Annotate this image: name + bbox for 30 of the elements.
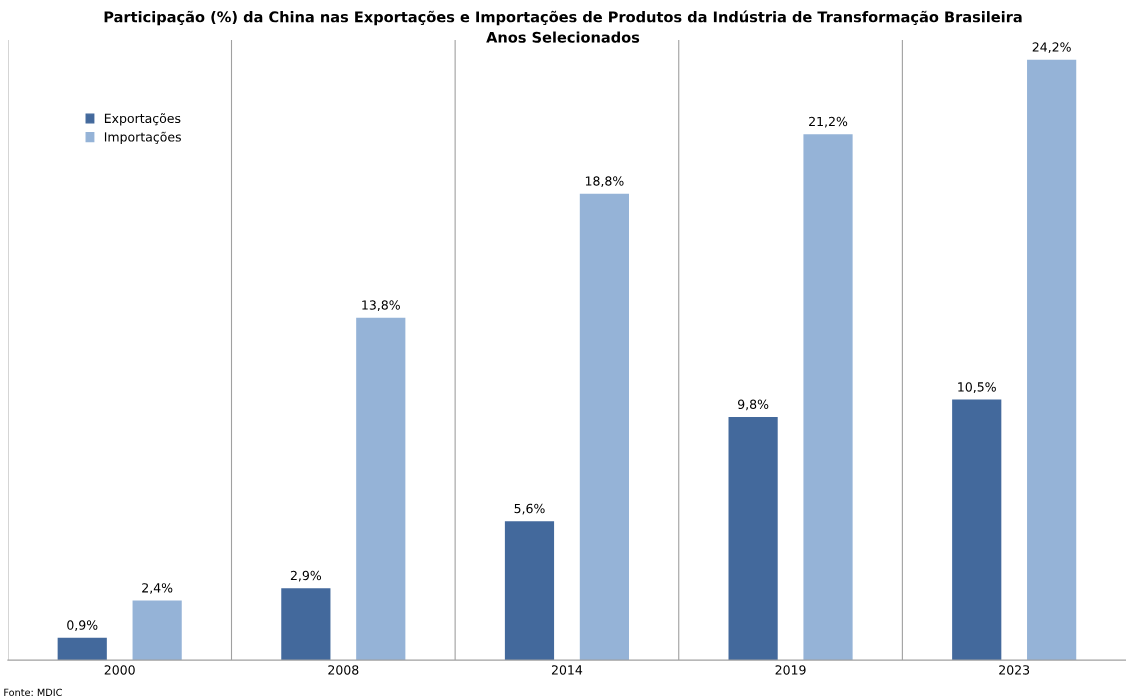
x-tick-label: 2019: [775, 665, 806, 675]
bar: [57, 637, 107, 661]
legend-label: Exportações: [104, 113, 181, 126]
source-note: Fonte: MDIC: [4, 688, 62, 697]
bar: [803, 134, 853, 661]
data-label: 10,5%: [958, 382, 996, 393]
bar: [281, 588, 331, 661]
chart-title: Participação (%) da China nas Exportações e Importações de Produtos da Indústria de Transformação Brasileira: [104, 10, 1022, 26]
bar: [728, 416, 778, 661]
data-label: 18,8%: [585, 176, 624, 188]
bar: [952, 399, 1002, 661]
bar: [504, 521, 555, 661]
bar: [1027, 59, 1077, 661]
x-tick-label: 2014: [551, 665, 583, 675]
x-tick-label: 2023: [999, 665, 1030, 675]
chart-subtitle: Anos Selecionados: [486, 31, 640, 43]
data-label: 24,2%: [1032, 42, 1071, 54]
legend-label: Importações: [104, 131, 181, 145]
data-label: 21,2%: [809, 116, 848, 128]
data-label: 9,8%: [738, 399, 769, 411]
x-tick-label: 2008: [328, 665, 359, 675]
bar: [132, 600, 182, 661]
data-label: 2,9%: [290, 570, 322, 582]
bar: [356, 317, 406, 661]
data-label: 0,9%: [67, 620, 98, 632]
x-tick-label: 2000: [104, 665, 135, 675]
data-label: 2,4%: [142, 583, 173, 594]
data-label: 13,8%: [362, 300, 400, 312]
data-label: 5,6%: [514, 503, 545, 515]
bar: [579, 193, 629, 661]
